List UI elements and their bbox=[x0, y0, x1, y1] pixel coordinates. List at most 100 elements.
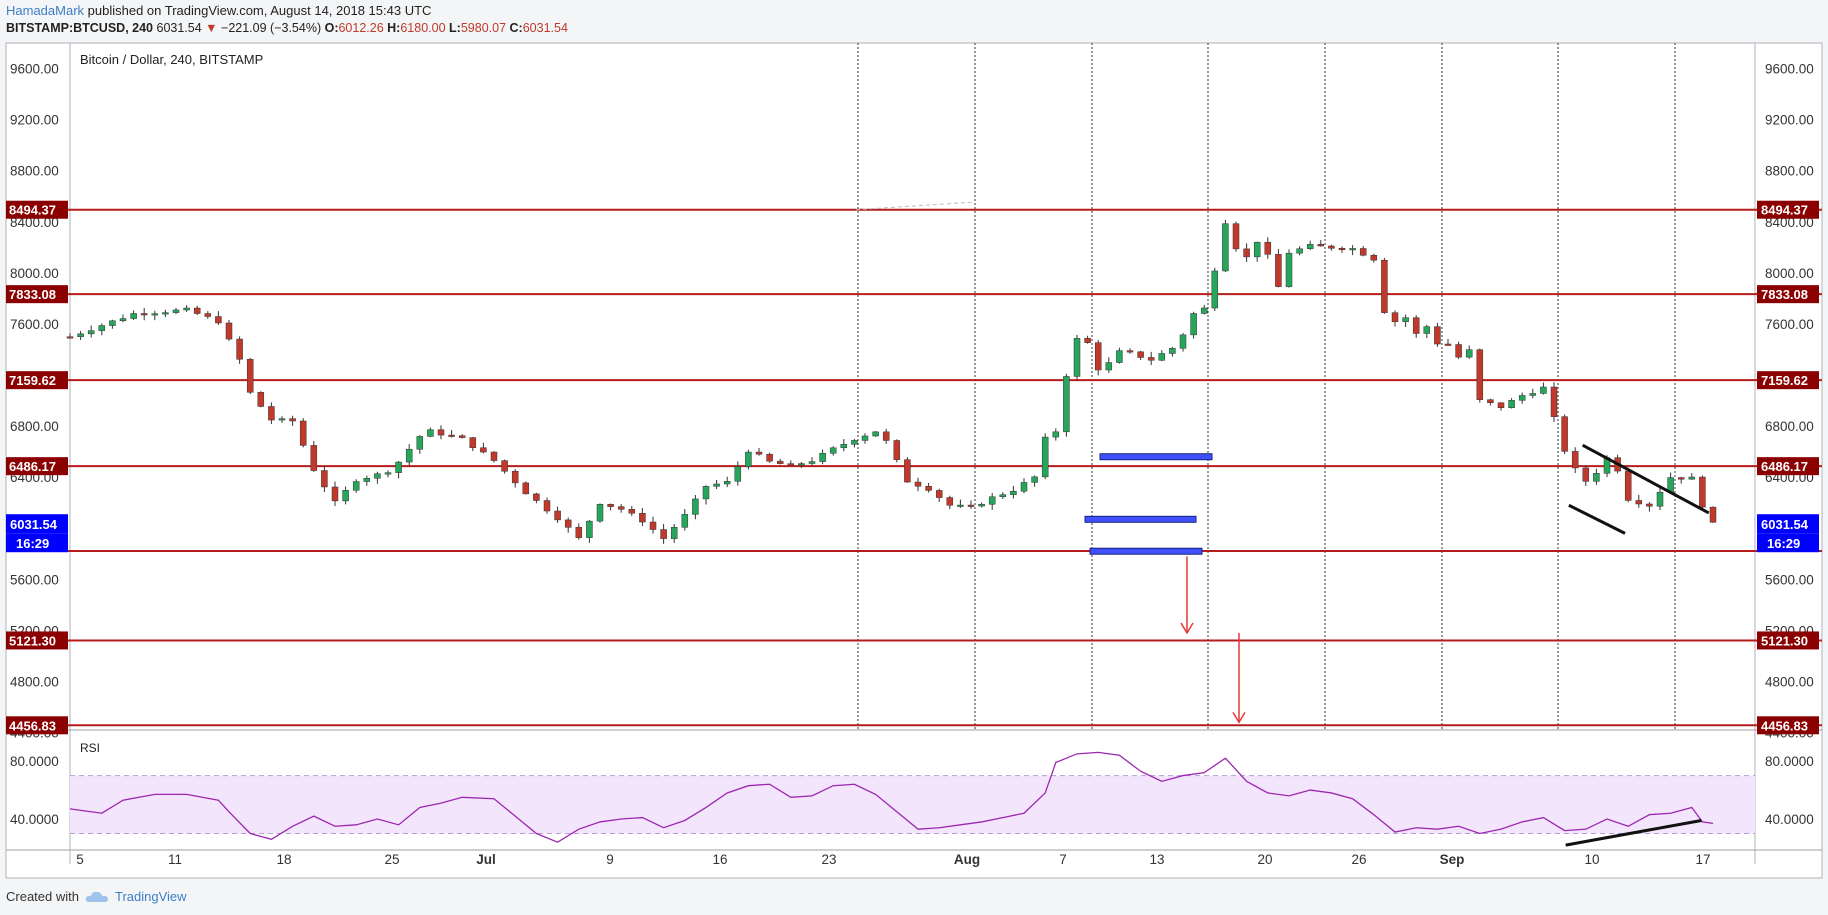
y-tick-label: 9600.00 bbox=[10, 62, 59, 77]
trend-dashed-line bbox=[855, 201, 976, 211]
current-price-bg bbox=[1757, 514, 1819, 534]
candle-body bbox=[904, 459, 911, 483]
candle-body bbox=[840, 444, 848, 449]
x-tick-label: Aug bbox=[954, 852, 980, 867]
x-tick-label: 17 bbox=[1695, 852, 1710, 867]
candle-body bbox=[851, 440, 858, 445]
candle-body bbox=[787, 463, 795, 466]
y-tick-label: 8000.00 bbox=[10, 266, 59, 281]
candle-body bbox=[1349, 248, 1356, 251]
y-tick-label: 6800.00 bbox=[10, 419, 59, 434]
price-change: −221.09 (−3.54%) bbox=[221, 21, 322, 35]
candle-body bbox=[1646, 503, 1653, 507]
candle-body bbox=[310, 445, 318, 471]
candle-body bbox=[670, 527, 678, 539]
level-label-bg bbox=[1757, 631, 1819, 650]
x-tick-label: 9 bbox=[606, 852, 614, 867]
candle-body bbox=[1296, 248, 1303, 254]
y-tick-label: 8800.00 bbox=[10, 164, 59, 179]
author-link[interactable]: HamadaMark bbox=[6, 3, 85, 18]
candle-body bbox=[395, 461, 402, 473]
candle-body bbox=[1031, 476, 1038, 483]
rsi-line bbox=[69, 751, 1714, 843]
rsi-y-tick: 80.0000 bbox=[1765, 754, 1814, 769]
candle-body bbox=[1147, 357, 1155, 361]
level-label-bg bbox=[6, 285, 68, 304]
candle-body bbox=[1423, 326, 1431, 334]
y-tick-label: 5600.00 bbox=[10, 572, 59, 587]
footer: Created with TradingView bbox=[6, 889, 187, 904]
candle-body bbox=[1381, 259, 1388, 313]
candle-body bbox=[384, 472, 392, 475]
x-tick-label: 23 bbox=[821, 852, 836, 867]
candle-body bbox=[1508, 400, 1515, 409]
candle-body bbox=[1593, 473, 1600, 482]
candle-body bbox=[1010, 490, 1017, 495]
candle-body bbox=[1444, 343, 1452, 346]
candle-body bbox=[119, 318, 127, 322]
candle-body bbox=[1709, 506, 1717, 523]
candle-body bbox=[342, 490, 349, 502]
candle-body bbox=[1306, 244, 1314, 249]
y-tick-label: 4800.00 bbox=[10, 674, 59, 689]
candle-body bbox=[236, 338, 243, 360]
candle-body bbox=[819, 453, 826, 462]
candle-body bbox=[607, 504, 614, 507]
countdown-bg bbox=[6, 533, 68, 553]
candle-body bbox=[639, 513, 646, 523]
x-tick-label: 13 bbox=[1149, 852, 1164, 867]
candle-body bbox=[978, 504, 985, 507]
candle-body bbox=[649, 521, 657, 530]
candle-body bbox=[946, 497, 954, 506]
candle-body bbox=[628, 509, 636, 514]
candle-body bbox=[745, 451, 752, 467]
candle-body bbox=[183, 307, 190, 311]
candle-body bbox=[1137, 351, 1144, 358]
candle-body bbox=[1243, 248, 1250, 258]
candle-body bbox=[1465, 349, 1473, 358]
level-label-bg bbox=[1757, 457, 1819, 476]
candle-body bbox=[1317, 244, 1325, 247]
x-tick-label: 26 bbox=[1351, 852, 1366, 867]
candle-body bbox=[193, 307, 201, 314]
candle-body bbox=[1540, 386, 1547, 394]
candle-body bbox=[798, 463, 805, 466]
candle-body bbox=[87, 330, 95, 335]
level-label-bg bbox=[1757, 285, 1819, 304]
level-label-right: 8494.37 bbox=[1761, 203, 1808, 218]
candle-body bbox=[1434, 326, 1441, 345]
level-label-bg bbox=[6, 200, 68, 219]
open-label: O: bbox=[324, 21, 339, 35]
tradingview-link[interactable]: TradingView bbox=[114, 889, 187, 904]
candle-body bbox=[1190, 313, 1197, 336]
rsi-divergence-line bbox=[1565, 818, 1702, 847]
low-value: 5980.07 bbox=[460, 21, 507, 35]
candle-body bbox=[522, 482, 530, 495]
level-label-bg bbox=[6, 631, 68, 650]
range-low-box bbox=[1089, 547, 1203, 555]
candle-body bbox=[1264, 241, 1272, 255]
countdown-label: 16:29 bbox=[1767, 536, 1800, 551]
level-label-right: 5121.30 bbox=[1761, 633, 1808, 648]
candle-body bbox=[289, 418, 296, 422]
candle-body bbox=[1285, 252, 1293, 287]
candle-body bbox=[617, 506, 625, 510]
candle-body bbox=[861, 435, 869, 441]
x-tick-label: 25 bbox=[384, 852, 399, 867]
candle-body bbox=[511, 470, 519, 484]
candle-body bbox=[1677, 477, 1685, 480]
candle-body bbox=[98, 325, 106, 331]
candle-body bbox=[533, 493, 540, 501]
candle-body bbox=[1073, 338, 1081, 377]
candle-body bbox=[999, 494, 1007, 497]
current-price-label: 6031.54 bbox=[1761, 517, 1809, 532]
y-tick-label: 7600.00 bbox=[10, 317, 59, 332]
candle-body bbox=[1338, 248, 1346, 251]
candle-body bbox=[204, 313, 212, 317]
candle-body bbox=[257, 392, 265, 407]
x-tick-label: 16 bbox=[712, 852, 727, 867]
level-label-bg bbox=[6, 716, 68, 735]
level-label-bg bbox=[1757, 716, 1819, 735]
candle-body bbox=[681, 514, 689, 528]
